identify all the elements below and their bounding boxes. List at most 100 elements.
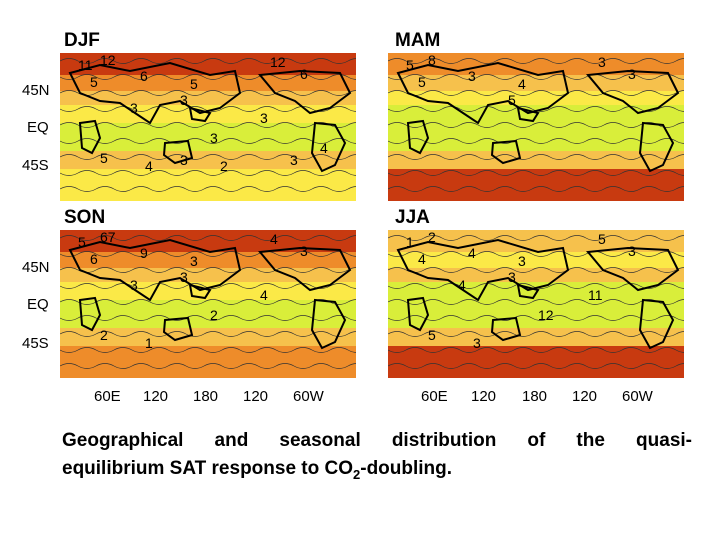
coastline — [68, 238, 242, 302]
contour-label: 5 — [90, 74, 98, 90]
contour-label: 5 — [418, 74, 426, 90]
color-band — [60, 151, 356, 169]
coastline — [188, 283, 212, 300]
caption-subscript: 2 — [353, 466, 361, 482]
coastline — [586, 69, 680, 115]
caption-line-2-end: -doubling. — [360, 458, 453, 479]
coastline — [78, 296, 102, 332]
contour-label: 3 — [180, 269, 188, 285]
contour-label: 9 — [140, 245, 148, 261]
coastline — [516, 106, 540, 123]
color-band — [60, 252, 356, 268]
contour-label: 5 — [406, 57, 414, 73]
contour-line — [60, 58, 356, 64]
contour-label: 12 — [270, 54, 286, 70]
contour-label: 4 — [458, 277, 466, 293]
contour-line — [60, 186, 356, 192]
contour-label: 5 — [100, 150, 108, 166]
contour-label: 5 — [78, 234, 86, 250]
coastline — [258, 69, 352, 115]
contour-line — [60, 90, 356, 96]
lat-label-eq-top: EQ — [27, 119, 49, 136]
contour-line — [388, 58, 684, 64]
color-band — [60, 328, 356, 346]
contour-label: 4 — [468, 245, 476, 261]
lon-label-right-60e: 60E — [421, 388, 448, 405]
contour-label: 5 — [428, 327, 436, 343]
color-band — [388, 252, 684, 268]
contour-line — [60, 267, 356, 273]
panel-title-son: SON — [64, 207, 106, 228]
lon-label-left-180: 180 — [193, 388, 219, 405]
contour-line — [388, 251, 684, 257]
color-band — [60, 346, 356, 378]
contour-label: 6 — [300, 66, 308, 82]
panel-title-jja: JJA — [395, 207, 430, 228]
coastline — [490, 316, 522, 342]
contour-line — [60, 283, 356, 289]
coastline — [188, 106, 212, 123]
caption-line-2-text: equilibrium SAT response to CO — [62, 458, 354, 479]
coastline — [68, 61, 242, 125]
color-band — [388, 268, 684, 282]
contour-label: 4 — [518, 76, 526, 92]
color-band — [60, 268, 356, 282]
contour-label: 3 — [130, 100, 138, 116]
contour-label: 6 — [140, 68, 148, 84]
contour-label: 3 — [468, 68, 476, 84]
color-band — [60, 169, 356, 201]
contour-label: 3 — [473, 335, 481, 351]
contour-label: 4 — [270, 231, 278, 247]
lon-label-right-120e: 120 — [471, 388, 497, 405]
contour-label: 3 — [628, 66, 636, 82]
contour-line — [60, 122, 356, 128]
contour-label: 6 — [90, 251, 98, 267]
contour-line — [388, 186, 684, 192]
contour-label: 3 — [628, 243, 636, 259]
contour-label: 12 — [100, 53, 116, 68]
color-band — [388, 328, 684, 346]
lon-label-right-180: 180 — [522, 388, 548, 405]
color-band — [60, 91, 356, 105]
contour-line — [60, 299, 356, 305]
panel-title-mam: MAM — [395, 30, 441, 51]
color-band — [388, 169, 684, 201]
contour-label: 2 — [428, 230, 436, 245]
contour-line — [60, 363, 356, 369]
contour-label: 4 — [418, 251, 426, 267]
contour-line — [388, 90, 684, 96]
contour-label: 3 — [300, 243, 308, 259]
caption-line-1: Geographical and seasonal distribution o… — [62, 430, 692, 451]
contour-label: 5 — [508, 92, 516, 108]
color-band — [60, 75, 356, 91]
color-band — [388, 300, 684, 328]
contour-line — [388, 235, 684, 241]
lat-label-45n-bottom: 45N — [22, 259, 50, 276]
coastline — [490, 139, 522, 165]
lat-label-45n-top: 45N — [22, 82, 50, 99]
contour-line — [60, 235, 356, 241]
contour-label: 3 — [290, 152, 298, 168]
color-band — [388, 282, 684, 300]
contour-line — [60, 251, 356, 257]
coastline — [258, 246, 352, 292]
coastline — [406, 296, 430, 332]
color-band — [388, 123, 684, 151]
color-band — [60, 300, 356, 328]
caption-line-2: equilibrium SAT response to CO2-doubling… — [62, 458, 453, 482]
contour-label: 11 — [78, 57, 93, 73]
contour-label: 2 — [100, 327, 108, 343]
contour-label: 11 — [588, 287, 603, 303]
coastline — [78, 119, 102, 155]
contour-label: 8 — [428, 53, 436, 68]
lon-label-right-120w: 120 — [572, 388, 598, 405]
color-band — [388, 91, 684, 105]
contour-label: 3 — [508, 269, 516, 285]
contour-label: 3 — [518, 253, 526, 269]
coastline — [406, 119, 430, 155]
contour-line — [388, 170, 684, 176]
contour-line — [388, 122, 684, 128]
